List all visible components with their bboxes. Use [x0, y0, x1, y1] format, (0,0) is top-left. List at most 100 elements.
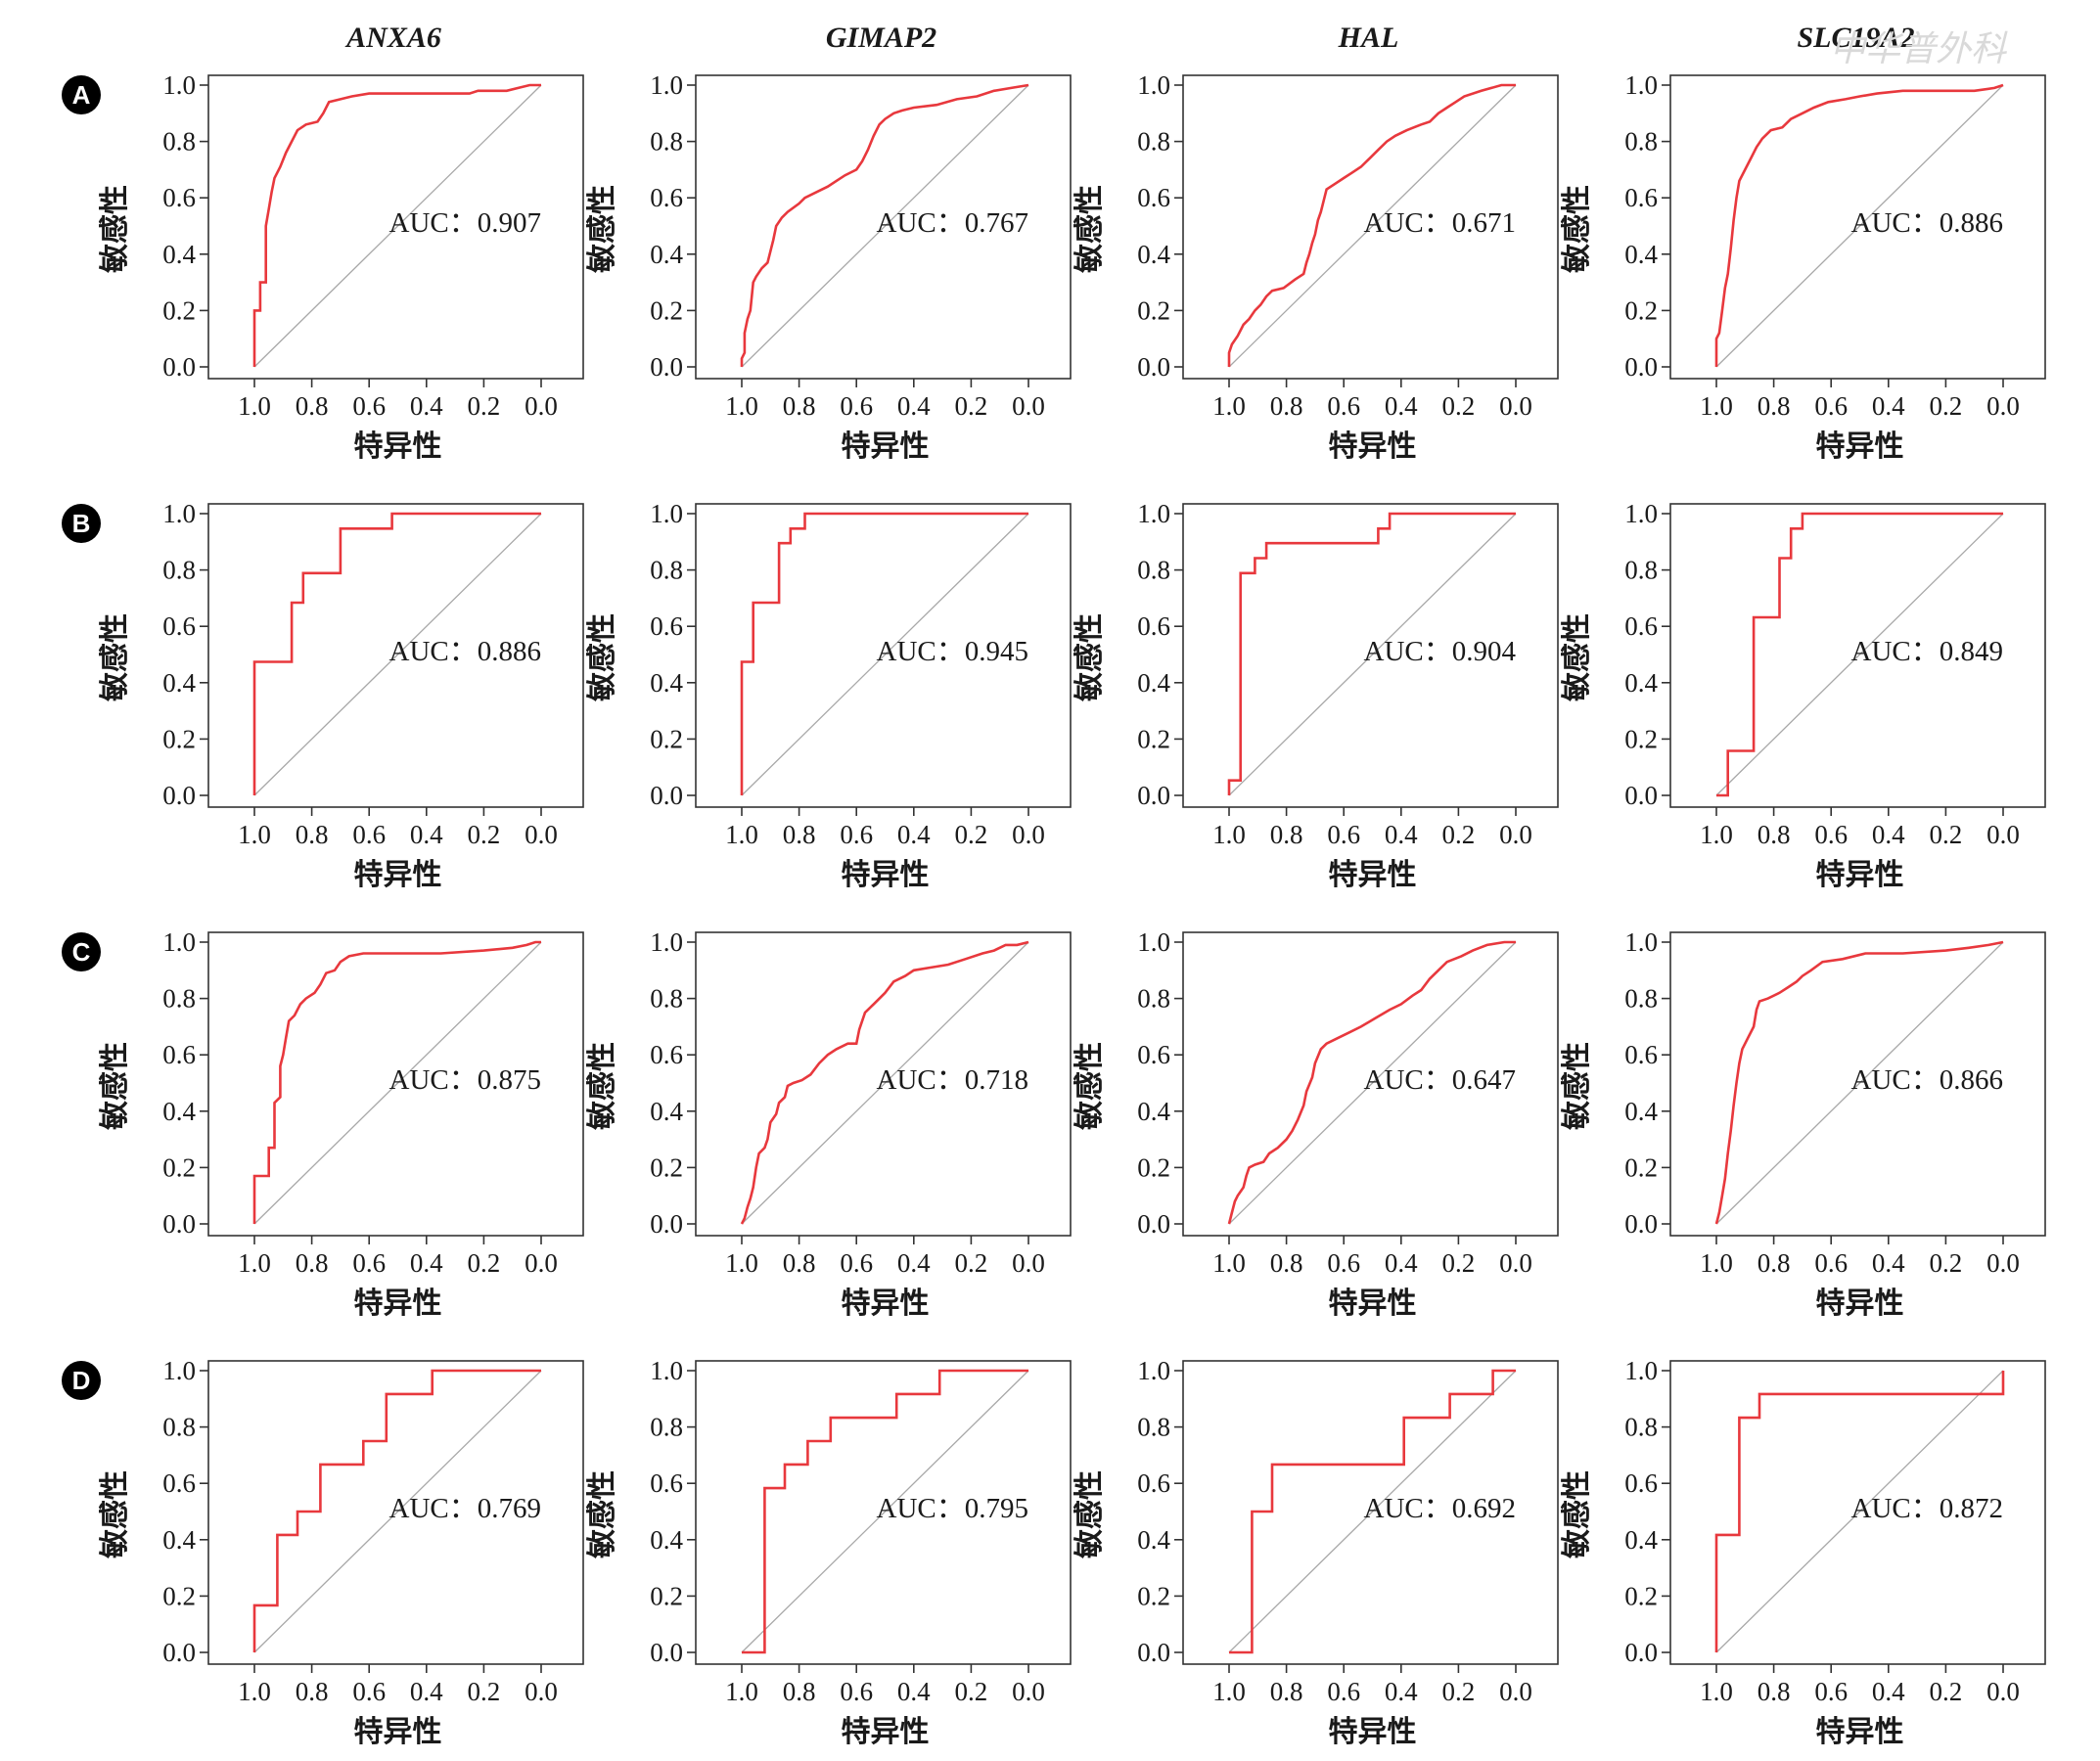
auc-value: 0.849 [1940, 636, 2003, 667]
y-axis-label: 敏感性 [1561, 1042, 1593, 1130]
x-axis-label: 特异性 [354, 430, 442, 463]
y-tick-label: 0.4 [1137, 668, 1170, 698]
x-tick-label: 0.8 [296, 820, 329, 849]
y-tick-label: 1.0 [162, 927, 196, 957]
x-tick-label: 0.2 [1442, 820, 1476, 849]
x-tick-label: 1.0 [725, 820, 758, 849]
auc-prefix: AUC： [389, 1064, 478, 1096]
x-tick-label: 0.6 [840, 1248, 873, 1278]
x-tick-label: 0.4 [897, 820, 931, 849]
y-axis-label: 敏感性 [1561, 613, 1593, 701]
y-tick-label: 0.2 [1137, 724, 1170, 753]
x-tick-label: 1.0 [1700, 1248, 1733, 1278]
y-tick-label: 0.0 [650, 1209, 683, 1239]
reference-diagonal [741, 1370, 1029, 1653]
x-tick-label: 0.0 [1499, 1248, 1532, 1278]
y-tick-label: 0.0 [1137, 1638, 1170, 1667]
roc-curve [252, 1369, 541, 1652]
roc-curve [1227, 940, 1516, 1225]
row-labels: A B C D [62, 75, 101, 1400]
roc-panel-d-hal: 0.0 0.2 0.4 0.6 0.8 1.0 1.0 0.8 0.6 0.4 0.2 0.0 特异性 敏… [1073, 1356, 1559, 1748]
x-tick-label: 0.0 [525, 391, 558, 421]
y-axis-label: 敏感性 [99, 185, 131, 273]
y-tick-label: 0.0 [650, 1638, 683, 1667]
x-axis-label: 特异性 [1816, 859, 1904, 891]
row-badge-a: A [62, 75, 101, 114]
x-tick-label: 1.0 [725, 1248, 758, 1278]
x-tick-label: 0.2 [1442, 391, 1476, 421]
x-tick-label: 0.4 [1385, 820, 1418, 849]
y-tick-label: 0.4 [1137, 1097, 1170, 1126]
y-tick-label: 0.2 [1137, 1152, 1170, 1182]
y-axis-label: 敏感性 [586, 1470, 618, 1558]
x-tick-label: 0.6 [1814, 1677, 1848, 1706]
x-tick-label: 0.6 [352, 1248, 386, 1278]
y-axis-label: 敏感性 [586, 613, 618, 701]
y-tick-label: 0.8 [650, 1413, 683, 1442]
y-axis-label: 敏感性 [99, 613, 131, 701]
y-tick-label: 1.0 [1624, 70, 1658, 100]
x-tick-label: 0.2 [955, 1677, 988, 1706]
y-tick-label: 0.2 [1137, 1581, 1170, 1610]
x-tick-label: 0.0 [1012, 1248, 1045, 1278]
roc-curve [1229, 1369, 1516, 1654]
reference-diagonal [1715, 513, 2004, 796]
y-tick-label: 0.4 [1137, 1525, 1170, 1555]
y-tick-label: 1.0 [1137, 70, 1170, 100]
y-tick-label: 0.0 [1137, 352, 1170, 382]
y-tick-label: 1.0 [1624, 499, 1658, 528]
auc-value: 0.886 [1940, 207, 2003, 239]
x-tick-label: 0.8 [783, 1248, 816, 1278]
x-tick-label: 0.8 [1270, 391, 1303, 421]
x-tick-label: 0.6 [840, 1677, 873, 1706]
auc-value: 0.907 [478, 207, 541, 239]
auc-label: AUC：0.692 [1364, 1493, 1516, 1524]
auc-label: AUC：0.767 [877, 207, 1028, 239]
x-tick-label: 0.8 [296, 391, 329, 421]
x-tick-label: 0.2 [1930, 1677, 1963, 1706]
x-tick-label: 0.8 [783, 391, 816, 421]
x-tick-label: 0.0 [1986, 391, 2020, 421]
y-tick-label: 0.2 [162, 1152, 196, 1182]
y-tick-label: 0.4 [650, 1525, 683, 1555]
x-tick-label: 1.0 [1212, 391, 1246, 421]
auc-label: AUC：0.945 [877, 636, 1028, 667]
x-tick-label: 0.8 [1270, 1248, 1303, 1278]
auc-prefix: AUC： [1364, 636, 1452, 667]
reference-diagonal [253, 513, 542, 796]
x-tick-label: 1.0 [1212, 1677, 1246, 1706]
roc-panel-b-slc19a2: 0.0 0.2 0.4 0.6 0.8 1.0 1.0 0.8 0.6 0.4 0.2 0.0 特异性 敏… [1561, 499, 2046, 891]
roc-curve [1227, 83, 1516, 367]
x-tick-label: 0.6 [1327, 1677, 1360, 1706]
x-axis-label: 特异性 [1329, 430, 1417, 463]
roc-curve [1714, 1371, 2005, 1652]
y-tick-label: 0.6 [162, 1040, 196, 1069]
y-tick-label: 0.2 [650, 1152, 683, 1182]
x-tick-label: 0.0 [525, 820, 558, 849]
x-tick-label: 0.4 [410, 1248, 443, 1278]
auc-prefix: AUC： [389, 636, 478, 667]
auc-label: AUC：0.886 [1851, 207, 2003, 239]
plot-frame [1182, 74, 1559, 380]
x-tick-label: 0.4 [1872, 391, 1905, 421]
auc-label: AUC：0.769 [389, 1493, 541, 1524]
roc-panel-c-anxa6: 0.0 0.2 0.4 0.6 0.8 1.0 1.0 0.8 0.6 0.4 0.2 0.0 特异性 敏… [99, 927, 584, 1320]
y-tick-label: 0.6 [162, 611, 196, 641]
auc-prefix: AUC： [1851, 636, 1940, 667]
y-axis-label: 敏感性 [1073, 1042, 1106, 1130]
y-tick-label: 1.0 [650, 499, 683, 528]
y-tick-label: 0.8 [1137, 127, 1170, 157]
row-badge-b: B [62, 504, 101, 543]
y-tick-label: 0.4 [162, 668, 196, 698]
y-tick-label: 1.0 [1137, 499, 1170, 528]
y-axis-label: 敏感性 [586, 1042, 618, 1130]
auc-value: 0.767 [965, 207, 1028, 239]
x-tick-label: 0.0 [1986, 820, 2020, 849]
roc-curve [1227, 512, 1516, 795]
roc-panel-c-gimap2: 0.0 0.2 0.4 0.6 0.8 1.0 1.0 0.8 0.6 0.4 0.2 0.0 特异性 敏… [586, 927, 1072, 1320]
y-tick-label: 0.6 [1137, 1040, 1170, 1069]
plot-frame [207, 1360, 584, 1665]
x-tick-label: 0.2 [955, 1248, 988, 1278]
y-tick-label: 0.2 [650, 724, 683, 753]
y-tick-label: 0.8 [162, 556, 196, 585]
